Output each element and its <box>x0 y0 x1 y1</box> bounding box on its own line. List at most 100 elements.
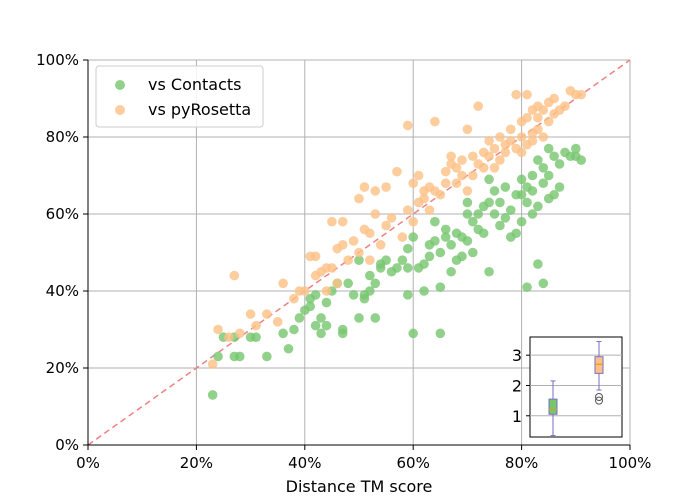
contacts-point <box>462 236 473 246</box>
legend-label-contacts: vs Contacts <box>148 75 241 94</box>
pyrosetta-point <box>207 359 218 369</box>
pyrosetta-point <box>310 251 321 262</box>
inset-box-contacts <box>548 380 558 436</box>
pyrosetta-point <box>484 151 494 162</box>
pyrosetta-point <box>484 136 494 146</box>
contacts-point <box>516 174 527 185</box>
pyrosetta-point <box>375 240 386 250</box>
contacts-point <box>310 320 321 331</box>
pyrosetta-point <box>348 236 359 246</box>
contacts-point <box>457 251 467 262</box>
pyrosetta-point <box>549 93 559 104</box>
contacts-point <box>489 209 500 219</box>
pyrosetta-point <box>278 278 288 289</box>
pyrosetta-point <box>343 255 353 265</box>
contacts-point <box>543 170 554 181</box>
contacts-point <box>500 213 511 223</box>
contacts-point <box>484 197 494 208</box>
contacts-point <box>500 182 511 192</box>
pyrosetta-point <box>468 170 478 181</box>
pyrosetta-point <box>397 232 408 242</box>
contacts-point <box>549 189 559 200</box>
contacts-point <box>321 320 332 331</box>
contacts-point <box>408 232 419 242</box>
pyrosetta-point <box>451 163 462 173</box>
contacts-point <box>478 228 489 239</box>
pyrosetta-point <box>435 189 446 200</box>
contacts-point <box>495 197 505 208</box>
contacts-point <box>402 290 413 300</box>
pyrosetta-point <box>500 147 511 158</box>
legend-marker-pyrosetta <box>115 105 125 115</box>
pyrosetta-point <box>381 220 391 231</box>
contacts-point <box>359 293 370 304</box>
pyrosetta-point <box>251 320 261 331</box>
pyrosetta-point <box>370 209 381 219</box>
pyrosetta-point <box>337 240 348 250</box>
pyrosetta-point <box>446 151 456 162</box>
pyrosetta-point <box>327 216 337 227</box>
pyrosetta-point <box>229 270 240 281</box>
inset-box-pyrosetta <box>594 341 604 405</box>
contacts-point <box>527 209 538 219</box>
pyrosetta-point <box>365 228 375 239</box>
pyrosetta-point <box>462 124 473 135</box>
contacts-point <box>365 286 375 296</box>
contacts-point <box>262 351 272 362</box>
pyrosetta-point <box>468 151 478 162</box>
pyrosetta-point <box>354 193 364 204</box>
contacts-point <box>365 270 375 281</box>
contacts-point <box>554 159 565 169</box>
box-outlier <box>595 393 603 401</box>
pyrosetta-point <box>262 309 272 319</box>
pyrosetta-point <box>516 147 527 158</box>
x-tick-label: 60% <box>397 454 430 472</box>
pyrosetta-point <box>473 101 484 111</box>
box-outlier <box>595 396 603 405</box>
pyrosetta-point <box>457 155 467 165</box>
contacts-point <box>440 224 451 235</box>
pyrosetta-point <box>408 216 419 227</box>
contacts-point <box>283 343 294 354</box>
contacts-point <box>370 313 381 323</box>
contacts-point <box>370 278 381 289</box>
contacts-point <box>516 189 527 200</box>
pyrosetta-point <box>511 89 521 100</box>
contacts-point <box>576 155 587 165</box>
contacts-point <box>538 278 549 289</box>
contacts-point <box>251 332 261 343</box>
contacts-point <box>522 282 532 292</box>
inset-tick-label: 2 <box>512 376 522 395</box>
x-tick-label: 20% <box>180 454 213 472</box>
contacts-point <box>435 247 446 258</box>
contacts-point <box>533 259 543 269</box>
inset-tick-label: 3 <box>512 346 522 365</box>
pyrosetta-point <box>245 309 256 319</box>
contacts-point <box>419 259 429 269</box>
x-tick-label: 40% <box>288 454 321 472</box>
contacts-point <box>554 182 565 192</box>
contacts-point <box>527 186 538 196</box>
pyrosetta-point <box>424 205 435 215</box>
contacts-point <box>392 263 402 273</box>
contacts-point <box>516 216 527 227</box>
contacts-point <box>343 278 353 289</box>
contacts-point <box>511 228 521 239</box>
contacts-point <box>522 197 532 208</box>
pyrosetta-point <box>538 132 549 142</box>
contacts-point <box>354 255 364 265</box>
pyrosetta-point <box>381 182 391 192</box>
x-tick-label: 0% <box>76 454 100 472</box>
contacts-point <box>446 266 456 277</box>
contacts-point <box>294 313 305 323</box>
contacts-point <box>234 351 245 362</box>
box-body <box>548 398 558 415</box>
pyrosetta-point <box>543 116 554 127</box>
y-tick-labels: 0% 20% 40% 60% 80% 100% <box>36 51 88 454</box>
pyrosetta-point <box>300 286 310 296</box>
pyrosetta-point <box>359 182 370 192</box>
pyrosetta-point <box>440 166 451 177</box>
contacts-point <box>402 263 413 273</box>
contacts-point <box>549 151 559 162</box>
pyrosetta-point <box>457 170 467 181</box>
